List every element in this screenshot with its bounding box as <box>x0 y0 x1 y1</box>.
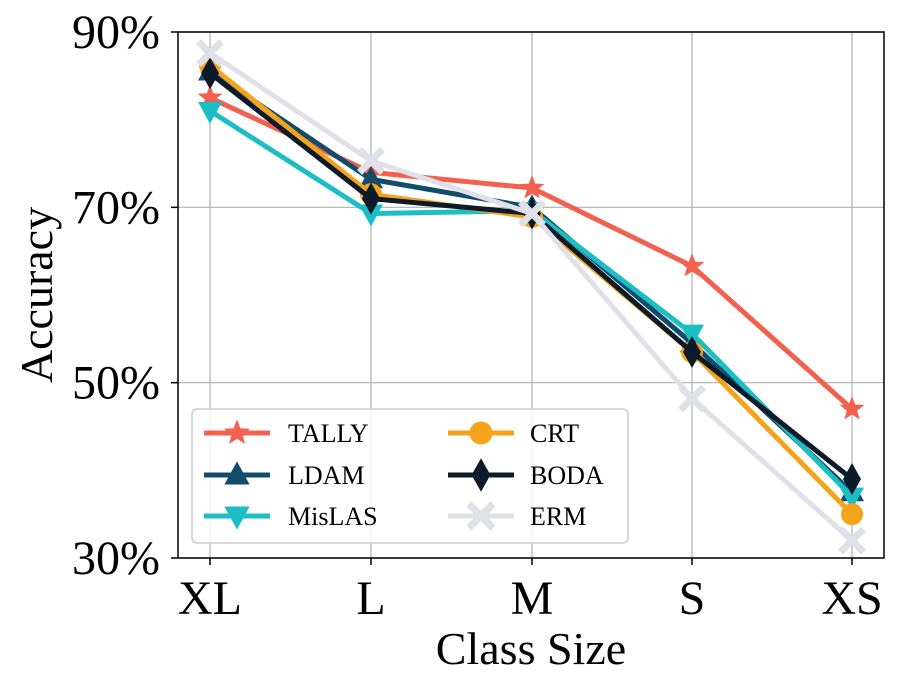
legend-item-boda: BODA <box>448 458 604 492</box>
legend-item-tally: TALLY <box>204 419 369 448</box>
legend-marker-erm <box>466 501 496 531</box>
data-point-mislas-XL <box>198 101 222 124</box>
data-point-crt-XS <box>841 503 863 526</box>
legend-label-ldam: LDAM <box>288 461 365 490</box>
y-tick-label-50: 50% <box>72 357 160 410</box>
data-point-erm-M <box>518 199 546 228</box>
data-point-erm-XL <box>196 39 224 67</box>
legend-item-mislas: MisLAS <box>204 502 378 531</box>
legend-marker-mislas <box>224 506 250 530</box>
legend-box <box>191 408 629 544</box>
data-point-boda-XS <box>843 463 861 496</box>
data-point-ldam-L <box>359 166 383 189</box>
data-point-tally-XL <box>197 84 223 109</box>
series-erm <box>196 39 866 555</box>
x-axis-title: Class Size <box>436 623 626 674</box>
legend-label-crt: CRT <box>530 419 579 448</box>
series-layer <box>196 39 866 555</box>
legend-label-erm: ERM <box>530 502 586 531</box>
plot-frame <box>177 31 885 559</box>
legend-item-erm: ERM <box>448 501 586 531</box>
y-tick-label-90: 90% <box>72 6 160 59</box>
data-point-tally-XS <box>839 396 865 420</box>
x-tick-label-S: S <box>679 572 706 625</box>
data-point-tally-M <box>519 175 545 199</box>
data-point-boda-XL <box>201 57 219 90</box>
legend-label-mislas: MisLAS <box>288 502 378 531</box>
legend-marker-boda <box>471 458 491 492</box>
legend-marker-ldam <box>224 461 250 485</box>
x-tick-label-XL: XL <box>178 572 242 625</box>
data-point-mislas-L <box>359 204 383 227</box>
legend-item-ldam: LDAM <box>204 461 365 490</box>
y-axis-title: Accuracy <box>11 207 62 383</box>
legend-marker-tally <box>224 419 250 444</box>
legend-item-crt: CRT <box>448 419 579 448</box>
x-tick-label-XS: XS <box>821 572 882 625</box>
data-point-mislas-XS <box>840 487 864 510</box>
data-point-erm-XS <box>838 526 866 555</box>
data-point-boda-S <box>683 335 701 368</box>
data-point-erm-S <box>678 384 706 413</box>
data-point-mislas-S <box>680 324 704 347</box>
data-point-tally-S <box>679 253 705 277</box>
y-tick-label-70: 70% <box>72 181 160 234</box>
legend-label-tally: TALLY <box>288 419 369 448</box>
y-tick-label-30: 30% <box>72 532 160 585</box>
legend: TALLY LDAM MisLAS CRT BODA ERM <box>191 408 629 544</box>
x-tick-label-L: L <box>356 572 385 625</box>
tick-labels: XL L M S XS 30% 50% 70% 90% <box>72 6 883 625</box>
data-point-boda-L <box>362 182 380 215</box>
x-tick-label-M: M <box>511 572 554 625</box>
data-point-erm-L <box>357 146 385 175</box>
legend-marker-crt <box>469 421 493 445</box>
legend-label-boda: BODA <box>530 461 604 490</box>
